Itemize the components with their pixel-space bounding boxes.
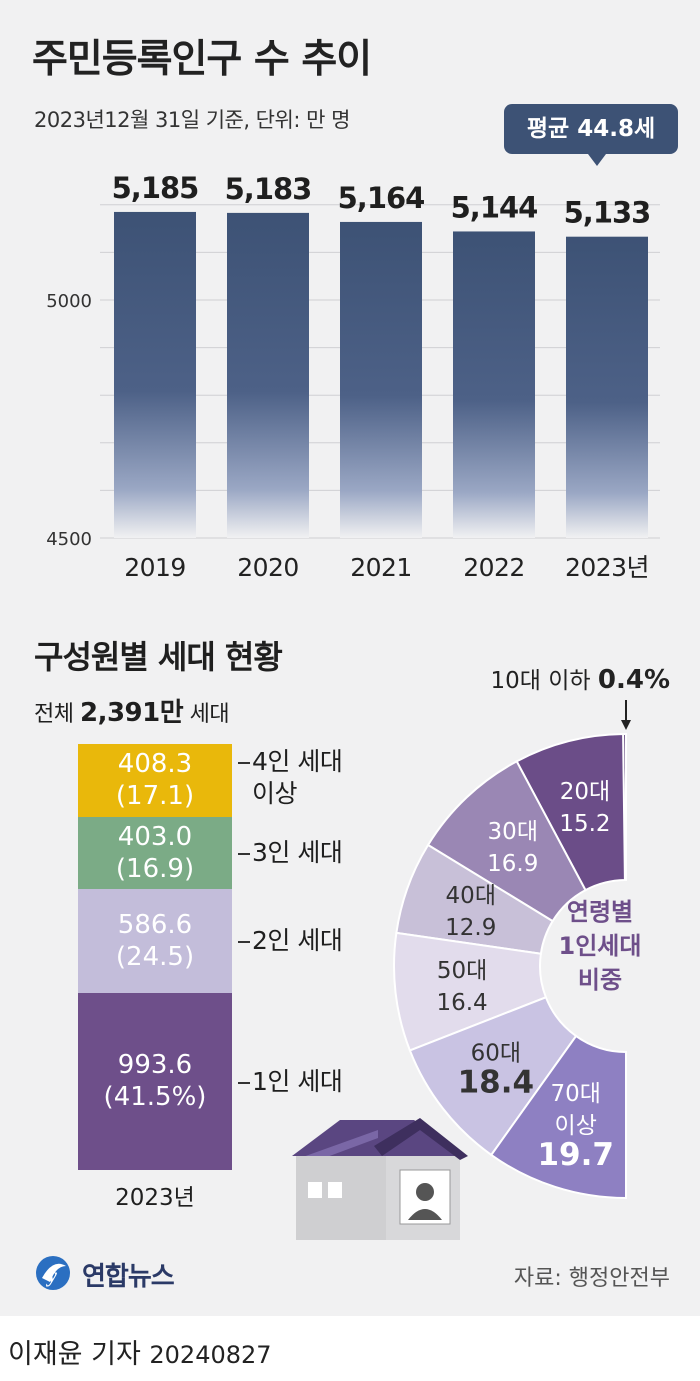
y-tick-label: 5000: [46, 291, 92, 312]
stack-segment: 993.6 (41.5%): [78, 993, 232, 1170]
x-tick-label: 2021: [350, 553, 412, 582]
reporter-name: 이재윤 기자: [8, 1339, 141, 1370]
population-bar: [566, 236, 648, 538]
bar-value-label: 5,144: [451, 190, 538, 224]
segment-leader-line: [238, 852, 250, 855]
household-total: 전체 2,391만 세대: [34, 692, 230, 729]
donut-slice-label: 50대 16.4: [436, 958, 487, 1016]
household-total-prefix: 전체: [34, 702, 74, 727]
bar-value-label: 5,133: [564, 196, 651, 230]
yonhap-logo-icon: y: [32, 1252, 78, 1298]
chart-subtitle: 2023년12월 31일 기준, 단위: 만 명: [34, 108, 350, 132]
average-badge-pointer: [588, 154, 606, 166]
publish-date: 20240827: [149, 1341, 272, 1369]
x-tick-label: 2019: [124, 553, 186, 582]
stack-segment: 408.3 (17.1): [78, 744, 232, 817]
house-icon: [292, 1118, 468, 1240]
donut-slice-label: 20대 15.2: [559, 779, 610, 837]
logo-text: 연합뉴스: [82, 1262, 175, 1292]
age-donut-chart: 20대 15.2 30대 16.9 40대 12.9 50대 16.4 60대 18.4 70대 이상…: [393, 665, 670, 1200]
x-tick-label: 2023년: [565, 553, 649, 582]
byline: 이재윤 기자 20240827: [8, 1332, 272, 1371]
segment-name-label: 4인 세대 이상: [252, 747, 343, 809]
stack-segment: 586.6 (24.5): [78, 888, 232, 993]
note-arrowhead: [621, 720, 631, 730]
segment-value-label: 993.6 (41.5%): [103, 1050, 207, 1113]
stack-category-label: 2023년: [115, 1185, 195, 1211]
y-tick-label: 4500: [46, 529, 92, 550]
bar-value-label: 5,164: [338, 181, 425, 215]
donut-slice: [489, 1034, 627, 1200]
population-bar-chart: 5000 4500 5,185 2019 5,183 2020 5,164 2021 5,144…: [46, 171, 660, 582]
svg-text:y: y: [46, 1265, 57, 1287]
segment-name-label: 2인 세대: [252, 925, 343, 955]
donut-center-title: 연령별 1인세대 비중: [559, 898, 642, 994]
segment-leader-line: [238, 1081, 250, 1084]
population-bar: [453, 231, 535, 538]
population-bar: [114, 211, 196, 538]
segment-value-label: 403.0 (16.9): [115, 821, 195, 884]
segment-leader-line: [238, 762, 250, 765]
bar-value-label: 5,185: [112, 171, 199, 205]
x-tick-label: 2020: [237, 553, 299, 582]
average-age-badge: 평균 44.8세: [504, 104, 678, 154]
donut-slice-label: 60대 18.4: [458, 1040, 535, 1100]
segment-value-label: 586.6 (24.5): [115, 909, 195, 972]
segment-name-label: 1인 세대: [252, 1066, 343, 1096]
household-section-title: 구성원별 세대 현황: [34, 638, 283, 676]
segment-name-label: 3인 세대: [252, 837, 343, 867]
x-tick-label: 2022: [463, 553, 525, 582]
donut-slice-label: 70대 이상 19.7: [537, 1081, 614, 1173]
chart-title: 주민등록인구 수 추이: [32, 37, 372, 82]
segment-value-label: 408.3 (17.1): [115, 749, 195, 812]
donut-slice-label: 40대 12.9: [445, 883, 496, 941]
source-note: 자료: 행정안전부: [513, 1266, 670, 1291]
household-total-suffix: 세대: [189, 702, 230, 727]
bar-value-label: 5,183: [225, 172, 312, 206]
donut-slice-label: 30대 16.9: [487, 819, 538, 877]
population-bar: [227, 212, 309, 538]
stack-segment: 403.0 (16.9): [78, 816, 232, 889]
household-total-value: 2,391만: [79, 698, 184, 728]
donut-top-note: 10대 이하 0.4%: [491, 665, 670, 695]
population-bar: [340, 221, 422, 538]
segment-leader-line: [238, 940, 250, 943]
